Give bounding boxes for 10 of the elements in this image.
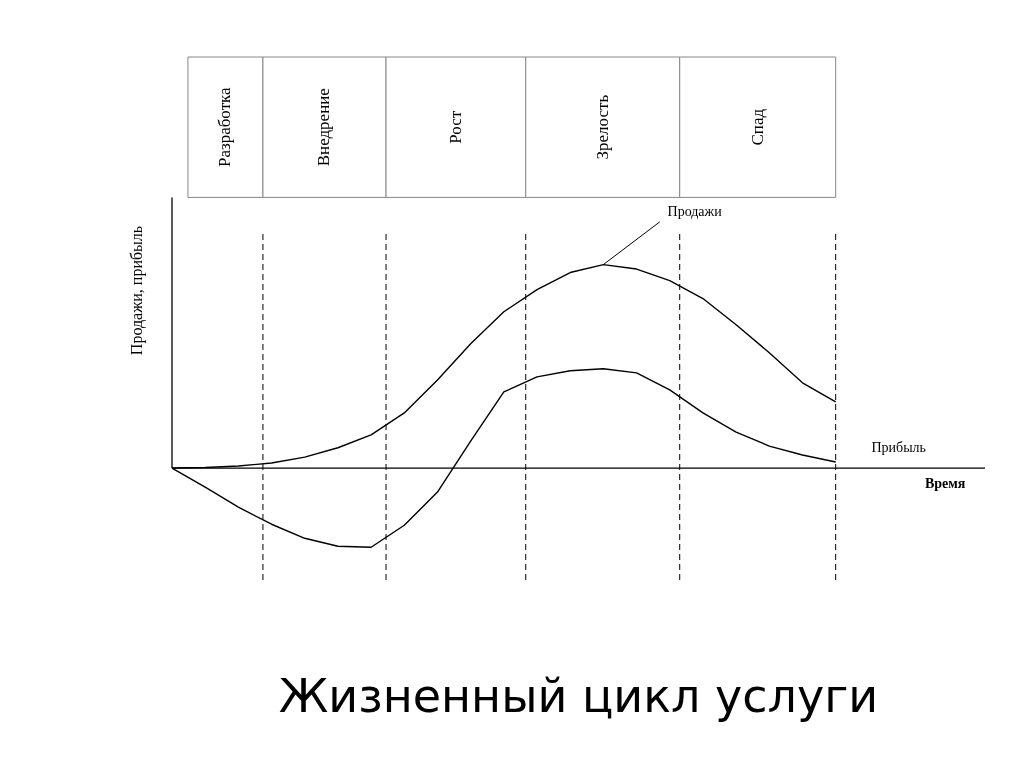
text: Внедрение	[314, 88, 334, 167]
text: Жизненный цикл услуги	[278, 668, 879, 723]
text: Продажи	[667, 203, 723, 219]
y-axis-title: Продажи, прибыль	[127, 225, 146, 356]
text: Разработка	[215, 86, 235, 168]
text: Зрелость	[592, 94, 612, 160]
text: Спад	[747, 108, 767, 146]
text: Рост	[445, 110, 465, 144]
text: Прибыль	[871, 439, 926, 455]
text: Время	[924, 476, 966, 492]
